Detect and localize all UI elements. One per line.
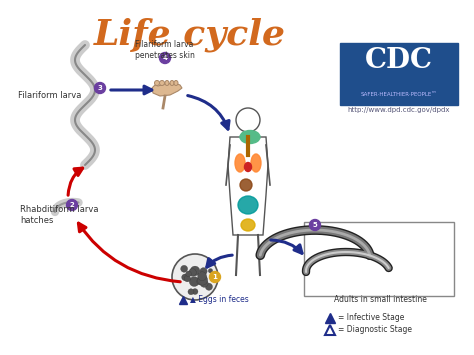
Circle shape: [188, 289, 194, 295]
Circle shape: [197, 278, 204, 285]
Circle shape: [66, 200, 78, 211]
Polygon shape: [152, 83, 182, 96]
Text: Life cycle: Life cycle: [94, 18, 286, 53]
Ellipse shape: [159, 81, 164, 86]
Circle shape: [159, 53, 171, 64]
Circle shape: [184, 275, 191, 282]
Ellipse shape: [241, 219, 255, 231]
Ellipse shape: [174, 81, 178, 86]
Ellipse shape: [251, 154, 261, 172]
FancyBboxPatch shape: [304, 222, 454, 296]
Text: Filariform larva
penetrates skin: Filariform larva penetrates skin: [135, 40, 195, 60]
Text: Filariform larva: Filariform larva: [18, 92, 82, 100]
Ellipse shape: [245, 163, 252, 171]
Text: http://www.dpd.cdc.gov/dpdx: http://www.dpd.cdc.gov/dpdx: [348, 107, 450, 113]
Circle shape: [200, 279, 208, 287]
Ellipse shape: [170, 81, 174, 86]
Circle shape: [94, 82, 106, 93]
Circle shape: [181, 265, 188, 272]
Circle shape: [197, 275, 208, 285]
Circle shape: [172, 254, 218, 300]
Text: Adults in small intestine: Adults in small intestine: [334, 295, 427, 305]
Circle shape: [182, 274, 188, 280]
Ellipse shape: [240, 131, 260, 143]
Ellipse shape: [235, 154, 245, 172]
Circle shape: [200, 268, 207, 275]
Text: CDC: CDC: [365, 47, 433, 73]
Circle shape: [192, 289, 198, 295]
Text: ▲ Eggs in feces: ▲ Eggs in feces: [190, 295, 249, 305]
Circle shape: [198, 272, 207, 280]
Ellipse shape: [165, 81, 169, 86]
FancyBboxPatch shape: [340, 43, 458, 105]
Text: 3: 3: [98, 85, 102, 91]
Circle shape: [190, 266, 200, 276]
Text: 5: 5: [313, 222, 318, 228]
Ellipse shape: [240, 179, 252, 191]
Circle shape: [189, 277, 199, 286]
Ellipse shape: [155, 81, 159, 86]
Circle shape: [189, 269, 196, 276]
Text: 1: 1: [212, 274, 218, 280]
Text: 4: 4: [163, 55, 167, 61]
Circle shape: [186, 271, 191, 277]
Circle shape: [210, 272, 220, 283]
Text: SAFER·HEALTHIER·PEOPLE™: SAFER·HEALTHIER·PEOPLE™: [361, 92, 438, 97]
Text: Rhabditiform larva
hatches: Rhabditiform larva hatches: [20, 205, 99, 225]
Circle shape: [208, 269, 213, 273]
Circle shape: [310, 219, 320, 230]
Text: = Diagnostic Stage: = Diagnostic Stage: [338, 326, 412, 334]
Circle shape: [205, 283, 212, 290]
Ellipse shape: [238, 196, 258, 214]
Text: = Infective Stage: = Infective Stage: [338, 313, 404, 322]
Text: 2: 2: [70, 202, 74, 208]
